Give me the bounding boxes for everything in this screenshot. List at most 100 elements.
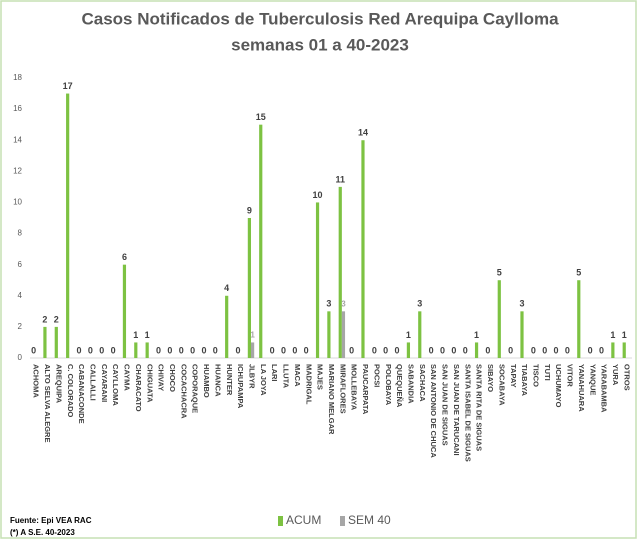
x-tick-label: ICHUPAMPA (236, 364, 245, 409)
x-tick-label: ALTO SELVA ALEGRE (43, 364, 52, 442)
x-tick-label: MACA (293, 364, 302, 387)
value-label: 0 (236, 345, 241, 355)
value-label: 0 (31, 345, 36, 355)
value-label: 17 (63, 81, 73, 91)
x-tick-label: YURA (611, 364, 620, 386)
bar (250, 342, 255, 358)
value-label: 0 (281, 345, 286, 355)
value-label: 0 (349, 345, 354, 355)
x-tick-label: CHARACATO (134, 364, 143, 412)
x-tick-label: QUEQUEÑA (395, 364, 404, 408)
bar (54, 326, 58, 358)
x-tick-label: SANTA RITA DE SIGUAS (475, 364, 484, 451)
x-tick-label: SOCABAYA (497, 364, 506, 406)
y-tick-label: 12 (13, 166, 22, 175)
value-label: 0 (270, 345, 275, 355)
value-label: 6 (122, 252, 127, 262)
value-label: 11 (336, 174, 346, 184)
value-label: 14 (358, 128, 368, 138)
value-label: 5 (576, 268, 581, 278)
bar (145, 342, 149, 358)
x-tick-label: MARIANO MELGAR (327, 364, 336, 435)
x-tick-label: C. COLORADO (66, 364, 75, 417)
value-label: 4 (224, 283, 229, 293)
x-tick-label: OTROS (622, 364, 631, 391)
x-tick-label: CAYMA (123, 364, 132, 391)
legend-swatch (340, 516, 345, 526)
value-label: 0 (395, 345, 400, 355)
x-tick-label: VITOR (566, 364, 575, 387)
value-label: 1 (250, 331, 255, 340)
x-tick-label: SABANDIA (407, 364, 416, 404)
bar (418, 311, 422, 358)
bar (611, 342, 615, 358)
x-tick-label: SAN ANTONIO DE CHUCA (429, 364, 438, 458)
value-label: 0 (531, 345, 536, 355)
bar (622, 342, 626, 358)
x-tick-label: SIBAYO (486, 364, 495, 392)
value-label: 0 (201, 345, 206, 355)
value-label: 1 (145, 330, 150, 340)
chart-subtitle: semanas 01 a 40-2023 (231, 35, 409, 54)
x-tick-label: HUNTER (225, 364, 234, 396)
x-tick-label: JLBYR (248, 364, 257, 389)
value-label: 10 (313, 190, 323, 200)
value-label: 0 (565, 345, 570, 355)
x-tick-label: CHOCO (168, 364, 177, 392)
y-tick-label: 18 (13, 73, 22, 82)
x-tick-label: POLOBAYA (384, 364, 393, 406)
value-label: 3 (417, 299, 422, 309)
value-label: 1 (133, 330, 138, 340)
value-label: 0 (588, 345, 593, 355)
value-label: 2 (42, 314, 47, 324)
x-tick-label: ACHOMA (32, 364, 41, 398)
bar (520, 311, 524, 358)
value-label: 1 (406, 330, 411, 340)
x-tick-label: UCHUMAYO (554, 364, 563, 408)
bar (122, 264, 127, 358)
x-tick-label: CAYARANI (100, 364, 109, 402)
x-tick-label: AREQUIPA (54, 364, 63, 404)
y-tick-label: 16 (13, 104, 22, 113)
value-label: 0 (508, 345, 513, 355)
value-label: 0 (179, 345, 184, 355)
y-tick-label: 0 (18, 353, 23, 362)
x-tick-label: CHIGUATA (145, 364, 154, 403)
bar (338, 186, 342, 358)
x-tick-label: TAPAY (509, 364, 518, 388)
y-tick-label: 8 (18, 229, 23, 238)
value-label: 0 (156, 345, 161, 355)
x-tick-label: CHIVAY (157, 364, 166, 391)
value-label: 0 (88, 345, 93, 355)
x-tick-label: MADRIGAL (304, 364, 313, 405)
value-label: 0 (372, 345, 377, 355)
value-label: 3 (519, 299, 524, 309)
value-label: 0 (485, 345, 490, 355)
bar (259, 124, 263, 359)
x-tick-label: SAN JUAN DE TARUCANI (452, 364, 461, 456)
bar (134, 342, 138, 358)
value-label: 2 (54, 314, 59, 324)
value-label: 3 (326, 299, 331, 309)
x-tick-label: POCSI (372, 364, 381, 387)
x-tick-label: TISCO (531, 364, 540, 387)
x-tick-label: HUANCA (213, 364, 222, 397)
x-tick-label: YANQUE (588, 364, 597, 395)
value-label: 3 (341, 299, 346, 308)
bar (341, 311, 346, 358)
value-label: 1 (622, 330, 627, 340)
bar (406, 342, 411, 358)
legend-label: SEM 40 (348, 513, 391, 527)
x-tick-label: MIRAFLORES (338, 364, 347, 414)
value-label: 0 (99, 345, 104, 355)
value-label: 0 (77, 345, 82, 355)
x-tick-label: LA JOYA (259, 364, 268, 396)
x-tick-label: TUTI (543, 364, 552, 381)
x-tick-label: MAJES (316, 364, 325, 390)
value-label: 9 (247, 205, 252, 215)
value-label: 1 (610, 330, 615, 340)
bar (66, 93, 70, 359)
value-label: 1 (474, 330, 479, 340)
y-tick-label: 10 (13, 198, 22, 207)
